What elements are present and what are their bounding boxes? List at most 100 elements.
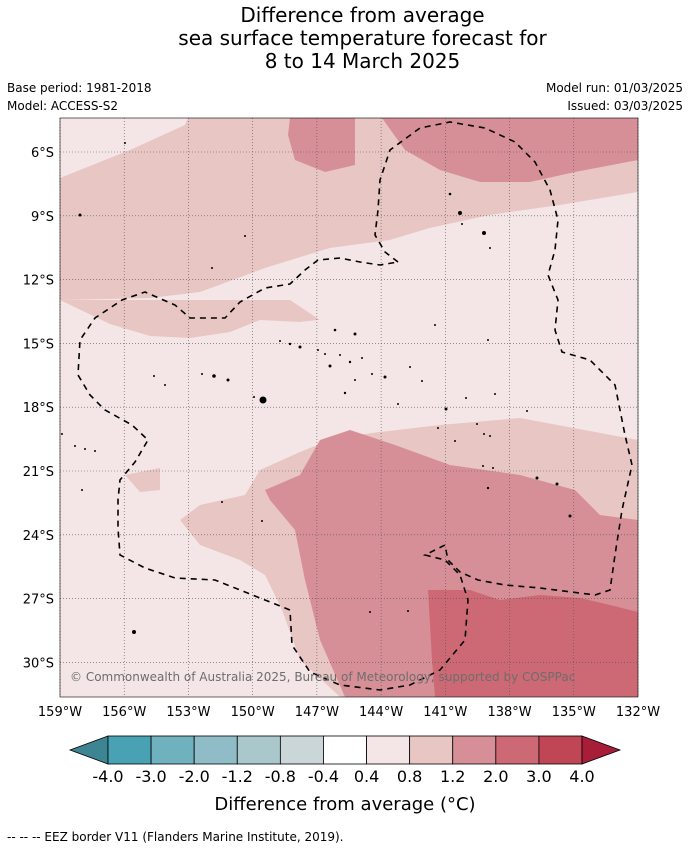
lat-tick-label: 30°S (23, 656, 54, 671)
colorbar-tick-label: 3.0 (526, 767, 551, 786)
island (201, 373, 203, 375)
chart-title: Difference from average sea surface temp… (0, 4, 690, 73)
island (526, 410, 528, 412)
lat-tick-label: 18°S (23, 401, 54, 416)
island (487, 339, 489, 341)
island (259, 396, 267, 404)
colorbar-bin (495, 735, 540, 765)
map-frame (59, 117, 639, 698)
lon-tick-label: 138°W (487, 705, 531, 720)
colorbar: -4.0 -3.0 -2.0 -1.2 -0.8 -0.4 0.4 0.8 1.2 2.0 3.0 4… (68, 735, 622, 786)
lat-tick-label: 9°S (31, 210, 54, 225)
island (353, 332, 357, 336)
eez-border-kiribati (77, 121, 633, 691)
island (492, 467, 494, 469)
island (211, 267, 213, 269)
island (298, 345, 302, 349)
lon-tick-label: 144°W (359, 705, 403, 720)
island (153, 375, 155, 377)
island (448, 192, 452, 196)
anomaly-band-0.4-0.8-west (60, 472, 340, 697)
island (317, 349, 319, 351)
colorbar-bin (538, 735, 583, 765)
island (535, 476, 539, 480)
island (348, 360, 352, 364)
lon-tick-label: 147°W (295, 705, 339, 720)
lat-tick-label: 27°S (23, 593, 54, 608)
lon-tick-label: 150°W (231, 705, 275, 720)
island (94, 450, 96, 452)
island (383, 375, 387, 379)
lon-tick-label: 135°W (552, 705, 596, 720)
island (568, 514, 572, 518)
eez-legend-text: -- -- -- EEZ border V11 (Flanders Marine… (7, 830, 344, 844)
island (354, 379, 356, 381)
title-line-2: sea surface temperature forecast for (178, 26, 547, 50)
colorbar-tick-label: -3.0 (135, 767, 166, 786)
island (482, 465, 484, 467)
anomaly-band-0.8-1.2-pocket (125, 468, 160, 492)
anomaly-band-0.8-1.2 (60, 118, 638, 470)
island (261, 520, 263, 522)
lon-tick-label: 141°W (423, 705, 467, 720)
island (482, 231, 486, 235)
island (324, 353, 326, 355)
colorbar-bin (193, 735, 238, 765)
model-name: Model: ACCESS-S2 (7, 99, 119, 113)
colorbar-tick-label: 4.0 (569, 767, 594, 786)
island (407, 610, 409, 612)
model-run: Model run: 01/03/2025 (545, 81, 683, 95)
island (397, 403, 399, 405)
island (454, 440, 456, 442)
island (61, 433, 63, 435)
colorbar-tick-label: -4.0 (92, 767, 123, 786)
colorbar-bin (409, 735, 454, 765)
lon-tick-label: 153°W (166, 705, 210, 720)
island (421, 380, 423, 382)
colorbar-bin (150, 735, 195, 765)
meta-left: Base period: 1981-2018 Model: ACCESS-S2 (7, 79, 152, 115)
longitude-labels: 159°W 156°W 153°W 150°W 147°W 144°W 141°W 138°W… (38, 705, 660, 720)
island (489, 435, 491, 437)
island (253, 396, 255, 398)
island (132, 630, 136, 634)
island (81, 489, 83, 491)
lat-tick-label: 15°S (23, 337, 54, 352)
lat-tick-label: 21°S (23, 465, 54, 480)
eez-borders (77, 121, 633, 691)
map-figure: 6°S 9°S 12°S 15°S 18°S 21°S 24°S 27°S 30°S 159°W… (23, 117, 660, 786)
colorbar-tick-label: -0.4 (308, 767, 339, 786)
island (489, 247, 491, 249)
island (212, 374, 216, 378)
colorbar-bin (107, 735, 152, 765)
colorbar-tick-label: 0.4 (354, 767, 379, 786)
island (78, 213, 82, 217)
colorbar-tick-label: 0.8 (397, 767, 422, 786)
island (486, 486, 490, 490)
island (494, 393, 496, 395)
lat-tick-label: 12°S (23, 274, 54, 289)
anomaly-band-2.0-3.0 (428, 590, 638, 697)
island (279, 340, 281, 342)
island (434, 324, 436, 326)
lon-tick-label: 156°W (102, 705, 146, 720)
colorbar-unit-label: Difference from average (°C) (214, 794, 476, 815)
island (369, 611, 371, 613)
island (226, 378, 230, 382)
island (244, 235, 246, 237)
colorbar-bin (323, 735, 367, 765)
colorbar-tick-label: -0.8 (265, 767, 296, 786)
colorbar-extend-high (581, 735, 622, 765)
meta-right: Model run: 01/03/2025 Issued: 03/03/2025 (546, 79, 683, 115)
copyright-text: © Commonwealth of Australia 2025, Bureau… (70, 670, 575, 684)
colorbar-tick-label: -2.0 (179, 767, 210, 786)
island (465, 397, 467, 399)
base-period: Base period: 1981-2018 (7, 81, 152, 95)
issued-date: Issued: 03/03/2025 (567, 99, 683, 113)
lon-tick-label: 132°W (616, 705, 660, 720)
island (343, 391, 347, 395)
lat-tick-label: 6°S (31, 146, 54, 161)
gridlines (59, 118, 639, 697)
lat-tick-label: 24°S (23, 529, 54, 544)
island (458, 211, 462, 215)
